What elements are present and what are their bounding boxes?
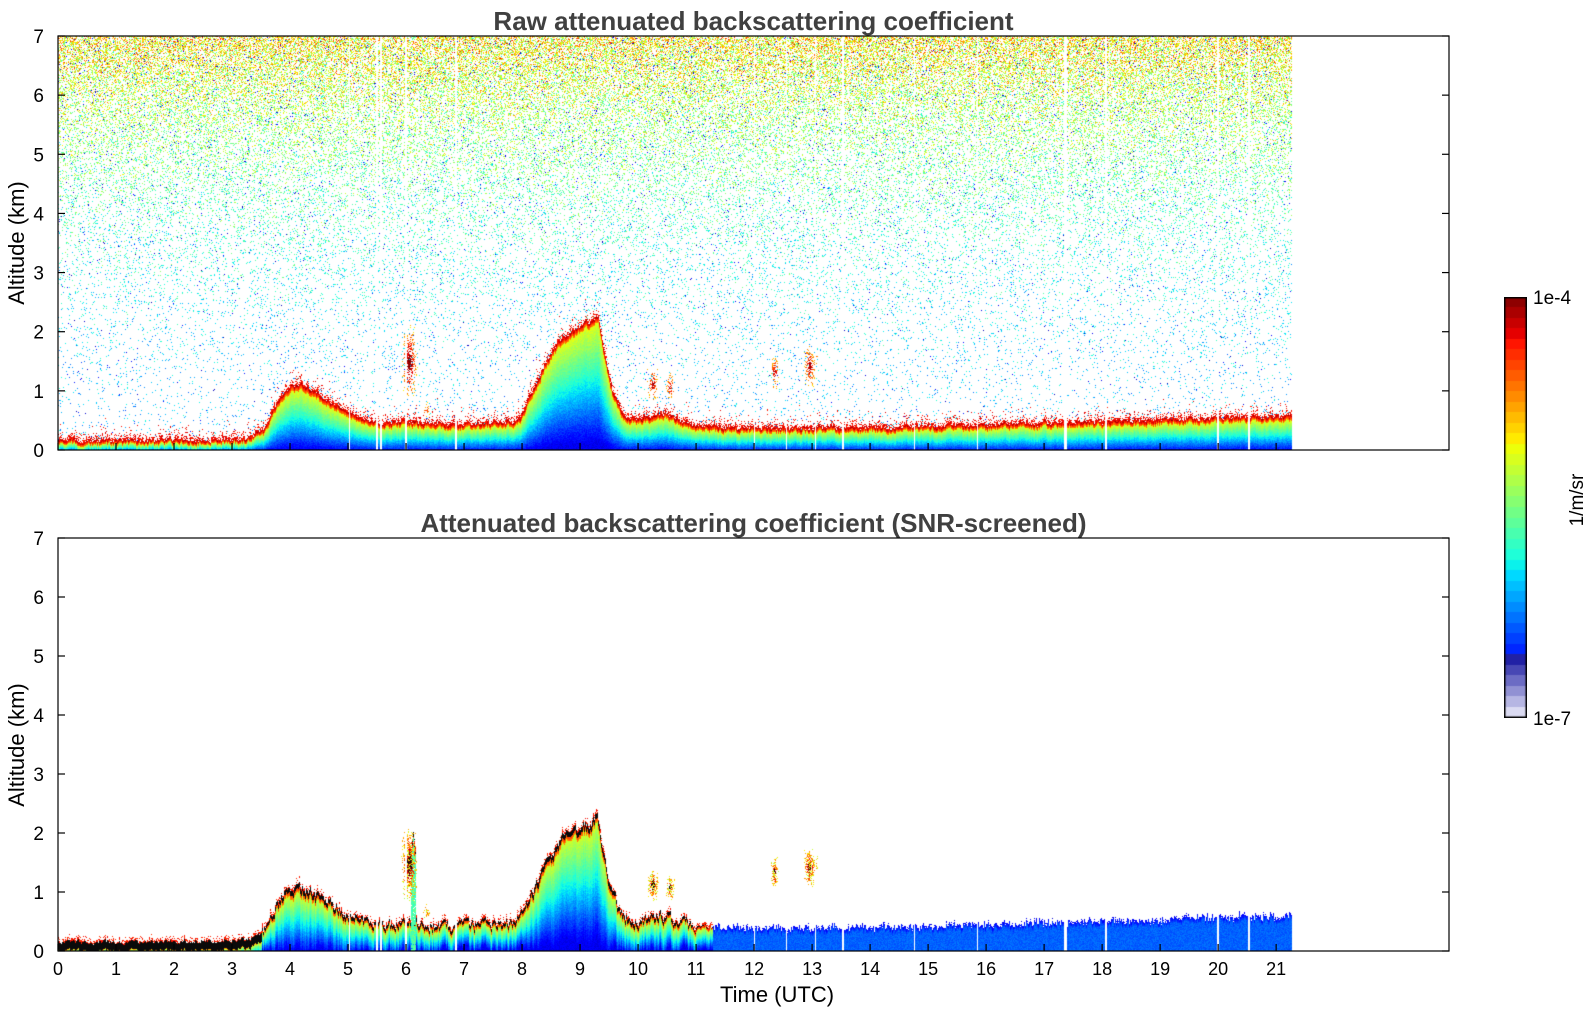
svg-text:4: 4 bbox=[33, 204, 44, 225]
svg-text:4: 4 bbox=[33, 706, 44, 727]
svg-text:10: 10 bbox=[628, 959, 648, 979]
svg-text:7: 7 bbox=[33, 27, 44, 48]
svg-text:15: 15 bbox=[918, 959, 938, 979]
svg-text:2: 2 bbox=[33, 323, 44, 344]
svg-text:6: 6 bbox=[33, 86, 44, 107]
svg-text:3: 3 bbox=[33, 765, 44, 786]
svg-text:0: 0 bbox=[53, 959, 63, 979]
svg-text:3: 3 bbox=[33, 264, 44, 285]
svg-text:6: 6 bbox=[33, 588, 44, 609]
svg-text:2: 2 bbox=[169, 959, 179, 979]
svg-text:5: 5 bbox=[33, 647, 44, 668]
svg-text:3: 3 bbox=[227, 959, 237, 979]
svg-text:11: 11 bbox=[687, 959, 706, 979]
svg-text:21: 21 bbox=[1266, 959, 1286, 979]
svg-text:7: 7 bbox=[459, 959, 469, 979]
svg-text:8: 8 bbox=[517, 959, 527, 979]
svg-text:16: 16 bbox=[976, 959, 996, 979]
svg-text:2: 2 bbox=[33, 824, 44, 845]
svg-text:1: 1 bbox=[33, 883, 44, 904]
svg-text:14: 14 bbox=[860, 959, 880, 979]
svg-text:1: 1 bbox=[33, 382, 44, 403]
svg-text:18: 18 bbox=[1092, 959, 1112, 979]
svg-text:17: 17 bbox=[1034, 959, 1054, 979]
svg-text:5: 5 bbox=[33, 145, 44, 166]
svg-text:4: 4 bbox=[285, 959, 295, 979]
svg-text:5: 5 bbox=[343, 959, 353, 979]
svg-text:1: 1 bbox=[111, 959, 121, 979]
svg-text:0: 0 bbox=[33, 441, 44, 462]
svg-text:0: 0 bbox=[33, 942, 44, 963]
svg-text:12: 12 bbox=[744, 959, 764, 979]
svg-text:13: 13 bbox=[802, 959, 822, 979]
svg-text:6: 6 bbox=[401, 959, 411, 979]
svg-text:20: 20 bbox=[1208, 959, 1228, 979]
svg-text:7: 7 bbox=[33, 529, 44, 550]
svg-text:19: 19 bbox=[1150, 959, 1170, 979]
svg-text:9: 9 bbox=[575, 959, 585, 979]
